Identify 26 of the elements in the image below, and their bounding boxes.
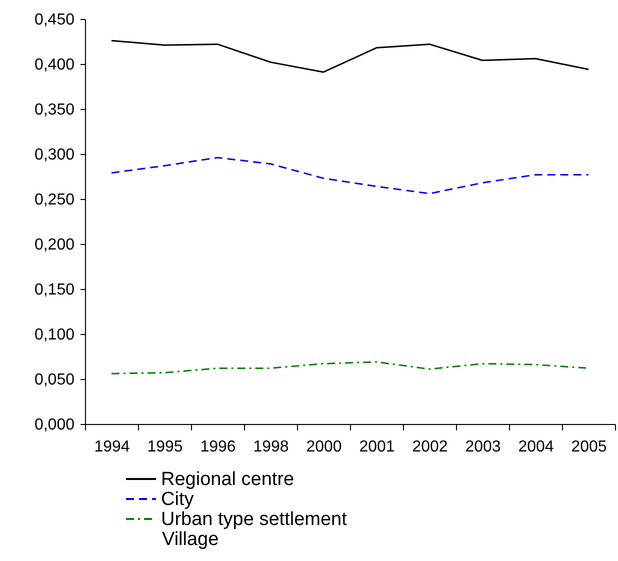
x-tick-label: 2003 (465, 438, 501, 456)
legend-label: Regional centre (161, 469, 294, 490)
text: Village (162, 529, 219, 550)
legend-label: City (161, 489, 194, 510)
x-tick-label: 1996 (200, 438, 236, 456)
x-tick-label: 2000 (306, 438, 342, 456)
y-tick-label: 0,050 (34, 372, 75, 388)
x-tick-label: 2004 (518, 438, 554, 456)
x-tick-label: 1994 (94, 438, 130, 456)
x-tick-label: 2002 (412, 438, 448, 456)
y-tick-label: 0,200 (34, 236, 75, 254)
y-tick-label: 0,100 (34, 326, 75, 344)
y-tick-label: 0,150 (34, 282, 75, 298)
x-tick-label: 1995 (147, 438, 183, 456)
y-tick-label: 0,000 (34, 416, 75, 434)
legend-label: Urban type settlement (161, 509, 348, 530)
y-tick-label: 0,400 (34, 56, 75, 74)
line-series (110, 40, 590, 73)
y-tick-label: 0,250 (34, 192, 75, 208)
line-series (110, 156, 590, 194)
y-tick-label: 0,350 (34, 102, 75, 118)
x-tick-label: 2001 (359, 438, 395, 456)
y-tick-label: 0,450 (34, 12, 75, 28)
x-tick-label: 2005 (571, 438, 607, 456)
y-tick-label: 0,300 (34, 146, 75, 164)
x-tick-label: 1998 (253, 438, 289, 456)
